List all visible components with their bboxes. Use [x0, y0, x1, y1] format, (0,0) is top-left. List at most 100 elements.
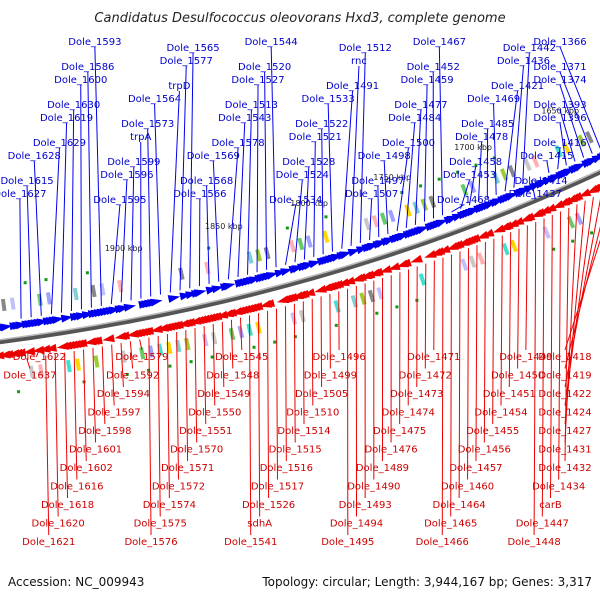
- leader-line: [276, 308, 278, 480]
- forward-gene-label: Dole_1619: [40, 113, 93, 124]
- forward-gene-label: Dole_1468: [437, 195, 490, 206]
- cog-category-box: [65, 359, 72, 373]
- leader-line: [377, 185, 380, 238]
- leader-line: [169, 90, 180, 293]
- rna-marker: [552, 247, 556, 251]
- reverse-gene-label: Dole_1622: [13, 352, 66, 363]
- cog-category-box: [210, 331, 218, 345]
- leader-line: [525, 225, 528, 351]
- forward-gene-label: Dole_1477: [394, 100, 447, 111]
- reverse-gene-arrow: [424, 250, 437, 258]
- forward-gene-label: Dole_1478: [455, 132, 508, 143]
- leader-line: [458, 251, 461, 499]
- cog-category-box: [204, 261, 211, 275]
- cog-category-box: [175, 339, 182, 353]
- leader-line: [239, 317, 243, 351]
- reverse-gene-label: Dole_1475: [373, 426, 426, 437]
- leader-line: [221, 321, 225, 388]
- forward-gene-label: Dole_1393: [533, 100, 586, 111]
- reverse-gene-arrow: [337, 278, 350, 286]
- leader-line: [414, 109, 422, 225]
- reverse-gene-arrow: [150, 324, 164, 333]
- forward-gene-label: Dole_1521: [289, 132, 342, 143]
- forward-gene-labels: Dole_1366 Dole_1371 Dole_1374 Dole_1393 Dole…: [0, 37, 587, 206]
- reverse-gene-label: Dole_1427: [538, 426, 591, 437]
- cog-category-box: [263, 246, 271, 260]
- reverse-gene-arrow: [183, 318, 196, 326]
- leader-line: [559, 109, 576, 162]
- reverse-gene-arrow: [522, 212, 536, 221]
- leader-line: [559, 46, 600, 149]
- forward-gene-arrow: [347, 249, 361, 257]
- leader-line: [396, 147, 409, 232]
- reverse-gene-label: Dole_1465: [424, 519, 477, 530]
- leader-line: [557, 147, 561, 170]
- reverse-gene-label: Dole_1602: [60, 463, 113, 474]
- reverse-gene-arrow: [482, 228, 495, 237]
- forward-gene-label: Dole_1453: [443, 170, 496, 181]
- leader-line: [483, 241, 486, 443]
- reverse-gene-arrow: [342, 276, 356, 285]
- leader-line: [327, 103, 333, 252]
- leader-line: [313, 141, 316, 257]
- reverse-gene-label: Dole_1460: [441, 482, 494, 493]
- reverse-gene-label: Dole_1570: [170, 445, 223, 456]
- leader-line: [383, 160, 389, 235]
- reverse-gene-label: Dole_1616: [50, 482, 103, 493]
- reverse-gene-label: Dole_1515: [269, 445, 322, 456]
- reverse-gene-labels: Dole_1418Dole_1419Dole_1422Dole_1424Dole…: [3, 352, 591, 548]
- forward-gene-arrow: [416, 226, 430, 235]
- leader-line: [92, 347, 97, 443]
- rna-marker: [23, 281, 27, 285]
- reverse-gene-label: Dole_1637: [3, 371, 56, 382]
- forward-gene-label: Dole_1366: [533, 37, 586, 48]
- forward-gene-label: Dole_1452: [407, 62, 460, 73]
- forward-gene-arrow: [308, 260, 322, 269]
- reverse-gene-label: Dole_1464: [433, 500, 486, 511]
- scale-label: 1850 kbp: [205, 222, 243, 231]
- reverse-gene-arrow: [501, 221, 514, 230]
- leader-line: [468, 166, 477, 206]
- genome-backbone: [0, 169, 600, 345]
- rna-marker: [252, 345, 256, 349]
- reverse-gene-label: Dole_1505: [295, 389, 348, 400]
- leader-line: [206, 185, 210, 284]
- scale-label: 1750 kbp: [373, 173, 411, 182]
- reverse-gene-arrow: [102, 334, 115, 343]
- forward-gene-label: Dole_1467: [413, 37, 466, 48]
- reverse-gene-arrow: [544, 203, 557, 212]
- forward-gene-arrow: [211, 285, 224, 294]
- cog-category-box: [298, 309, 306, 323]
- leader-line: [564, 204, 578, 443]
- reverse-gene-label: Dole_1575: [134, 519, 187, 530]
- cog-category-box: [460, 183, 469, 197]
- leader-line: [258, 313, 261, 517]
- reverse-gene-label: Dole_1598: [78, 426, 131, 437]
- forward-gene-arrow: [60, 314, 74, 323]
- cog-category-box: [148, 345, 155, 358]
- reverse-gene-label: Dole_1456: [458, 445, 511, 456]
- cog-category-box: [72, 287, 79, 301]
- leader-line: [194, 328, 198, 443]
- reverse-gene-label: Dole_1448: [507, 537, 560, 548]
- cog-category-box: [507, 164, 517, 178]
- leader-line: [564, 239, 600, 351]
- leader-line: [237, 122, 246, 278]
- leader-line: [359, 52, 366, 243]
- forward-gene-arrow: [596, 153, 600, 161]
- reverse-gene-label: Dole_1476: [364, 445, 417, 456]
- forward-gene-label: Dole_1527: [231, 75, 284, 86]
- leader-line: [189, 52, 194, 289]
- reverse-gene-label: Dole_1472: [399, 371, 452, 382]
- forward-gene-label: Dole_1485: [461, 119, 514, 130]
- reverse-gene-label: Dole_1495: [321, 537, 374, 548]
- reverse-gene-label: Dole_1490: [347, 482, 400, 493]
- forward-gene-label: Dole_1596: [100, 170, 153, 181]
- forward-gene-label: Dole_1520: [238, 62, 291, 73]
- reverse-gene-label: Dole_1450: [491, 371, 544, 382]
- reverse-gene-arrow: [591, 183, 600, 192]
- reverse-gene-label: Dole_1541: [224, 537, 277, 548]
- reverse-gene-label: Dole_1545: [215, 352, 268, 363]
- leader-line: [460, 179, 470, 209]
- forward-gene-arrow: [573, 163, 587, 172]
